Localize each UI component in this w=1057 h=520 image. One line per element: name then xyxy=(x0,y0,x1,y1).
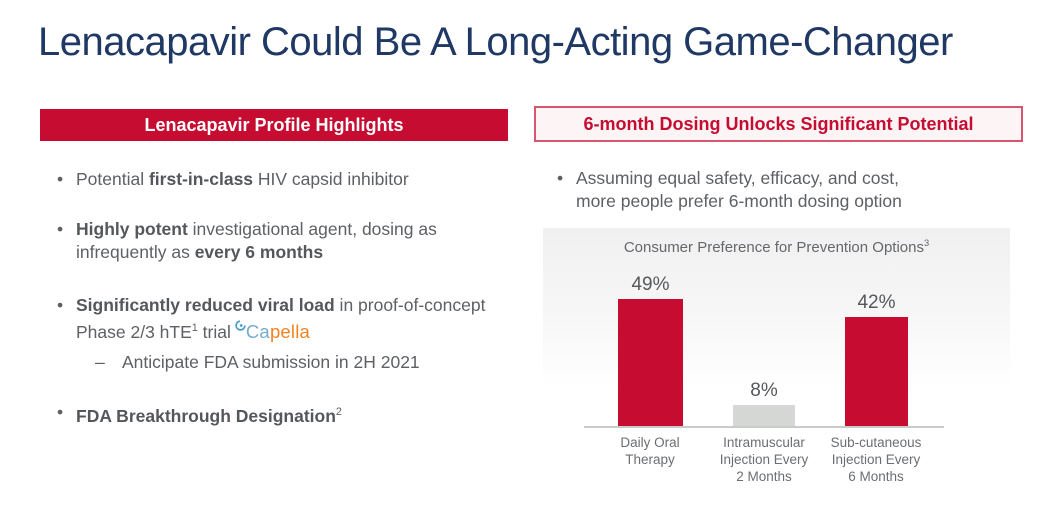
capella-logo-icon xyxy=(235,313,246,336)
sub-bullet-fda-submission: – Anticipate FDA submission in 2H 2021 xyxy=(95,351,525,374)
bar-value-label: 42% xyxy=(857,292,896,313)
footnote-ref-2: 2 xyxy=(335,406,342,418)
preference-bar-chart: Consumer Preference for Prevention Optio… xyxy=(543,228,1010,488)
bullet-marker: • xyxy=(57,219,64,239)
bullet-dosing-preference: • Assuming equal safety, efficacy, and c… xyxy=(557,167,1009,213)
bar-subcutaneous: 42% xyxy=(845,292,908,426)
right-panel-header-label: 6-month Dosing Unlocks Significant Poten… xyxy=(583,113,974,134)
bullet-highly-potent: • Highly potent investigational agent, d… xyxy=(57,218,519,264)
bar-value-label: 8% xyxy=(750,380,778,401)
footnote-ref-3: 3 xyxy=(923,238,930,248)
bullet-text: FDA Breakthrough Designation2 xyxy=(76,405,342,426)
bullet-text: Potential first-in-class HIV capsid inhi… xyxy=(76,169,409,189)
bar-intramuscular: 8% xyxy=(733,380,795,426)
right-panel-header: 6-month Dosing Unlocks Significant Poten… xyxy=(534,106,1023,142)
left-panel-header: Lenacapavir Profile Highlights xyxy=(40,109,508,141)
sub-bullet-text: Anticipate FDA submission in 2H 2021 xyxy=(122,352,420,372)
bar-rect xyxy=(845,317,908,426)
x-axis-line xyxy=(584,426,944,428)
bullet-text: Highly potent investigational agent, dos… xyxy=(76,219,437,262)
category-label-daily-oral: Daily Oral Therapy xyxy=(620,435,680,467)
bullet-marker: • xyxy=(57,169,64,189)
bar-rect xyxy=(733,405,795,426)
footnote-ref-1: 1 xyxy=(191,322,198,334)
category-label-intramuscular: Intramuscular Injection Every 2 Months xyxy=(719,435,809,484)
category-label-subcutaneous: Sub-cutaneous Injection Every 6 Months xyxy=(830,435,922,484)
bullet-marker: • xyxy=(57,402,64,422)
bar-daily-oral: 49% xyxy=(618,274,683,426)
bullet-marker: • xyxy=(557,168,564,188)
bullet-text: Significantly reduced viral load in proo… xyxy=(76,295,486,342)
bullet-viral-load: • Significantly reduced viral load in pr… xyxy=(57,294,529,344)
sub-bullet-dash: – xyxy=(95,352,105,372)
bar-rect xyxy=(618,299,683,426)
bar-value-label: 49% xyxy=(631,274,670,295)
bullet-marker: • xyxy=(57,295,64,315)
bullet-text: Assuming equal safety, efficacy, and cos… xyxy=(576,168,902,211)
bullet-first-in-class: • Potential first-in-class HIV capsid in… xyxy=(57,168,519,191)
bullet-breakthrough-designation: • FDA Breakthrough Designation2 xyxy=(57,401,519,428)
capella-trial-logo: Capella xyxy=(231,320,310,342)
chart-title: Consumer Preference for Prevention Optio… xyxy=(623,238,930,256)
page-title: Lenacapavir Could Be A Long-Acting Game-… xyxy=(38,20,953,64)
left-panel-header-label: Lenacapavir Profile Highlights xyxy=(144,114,404,135)
